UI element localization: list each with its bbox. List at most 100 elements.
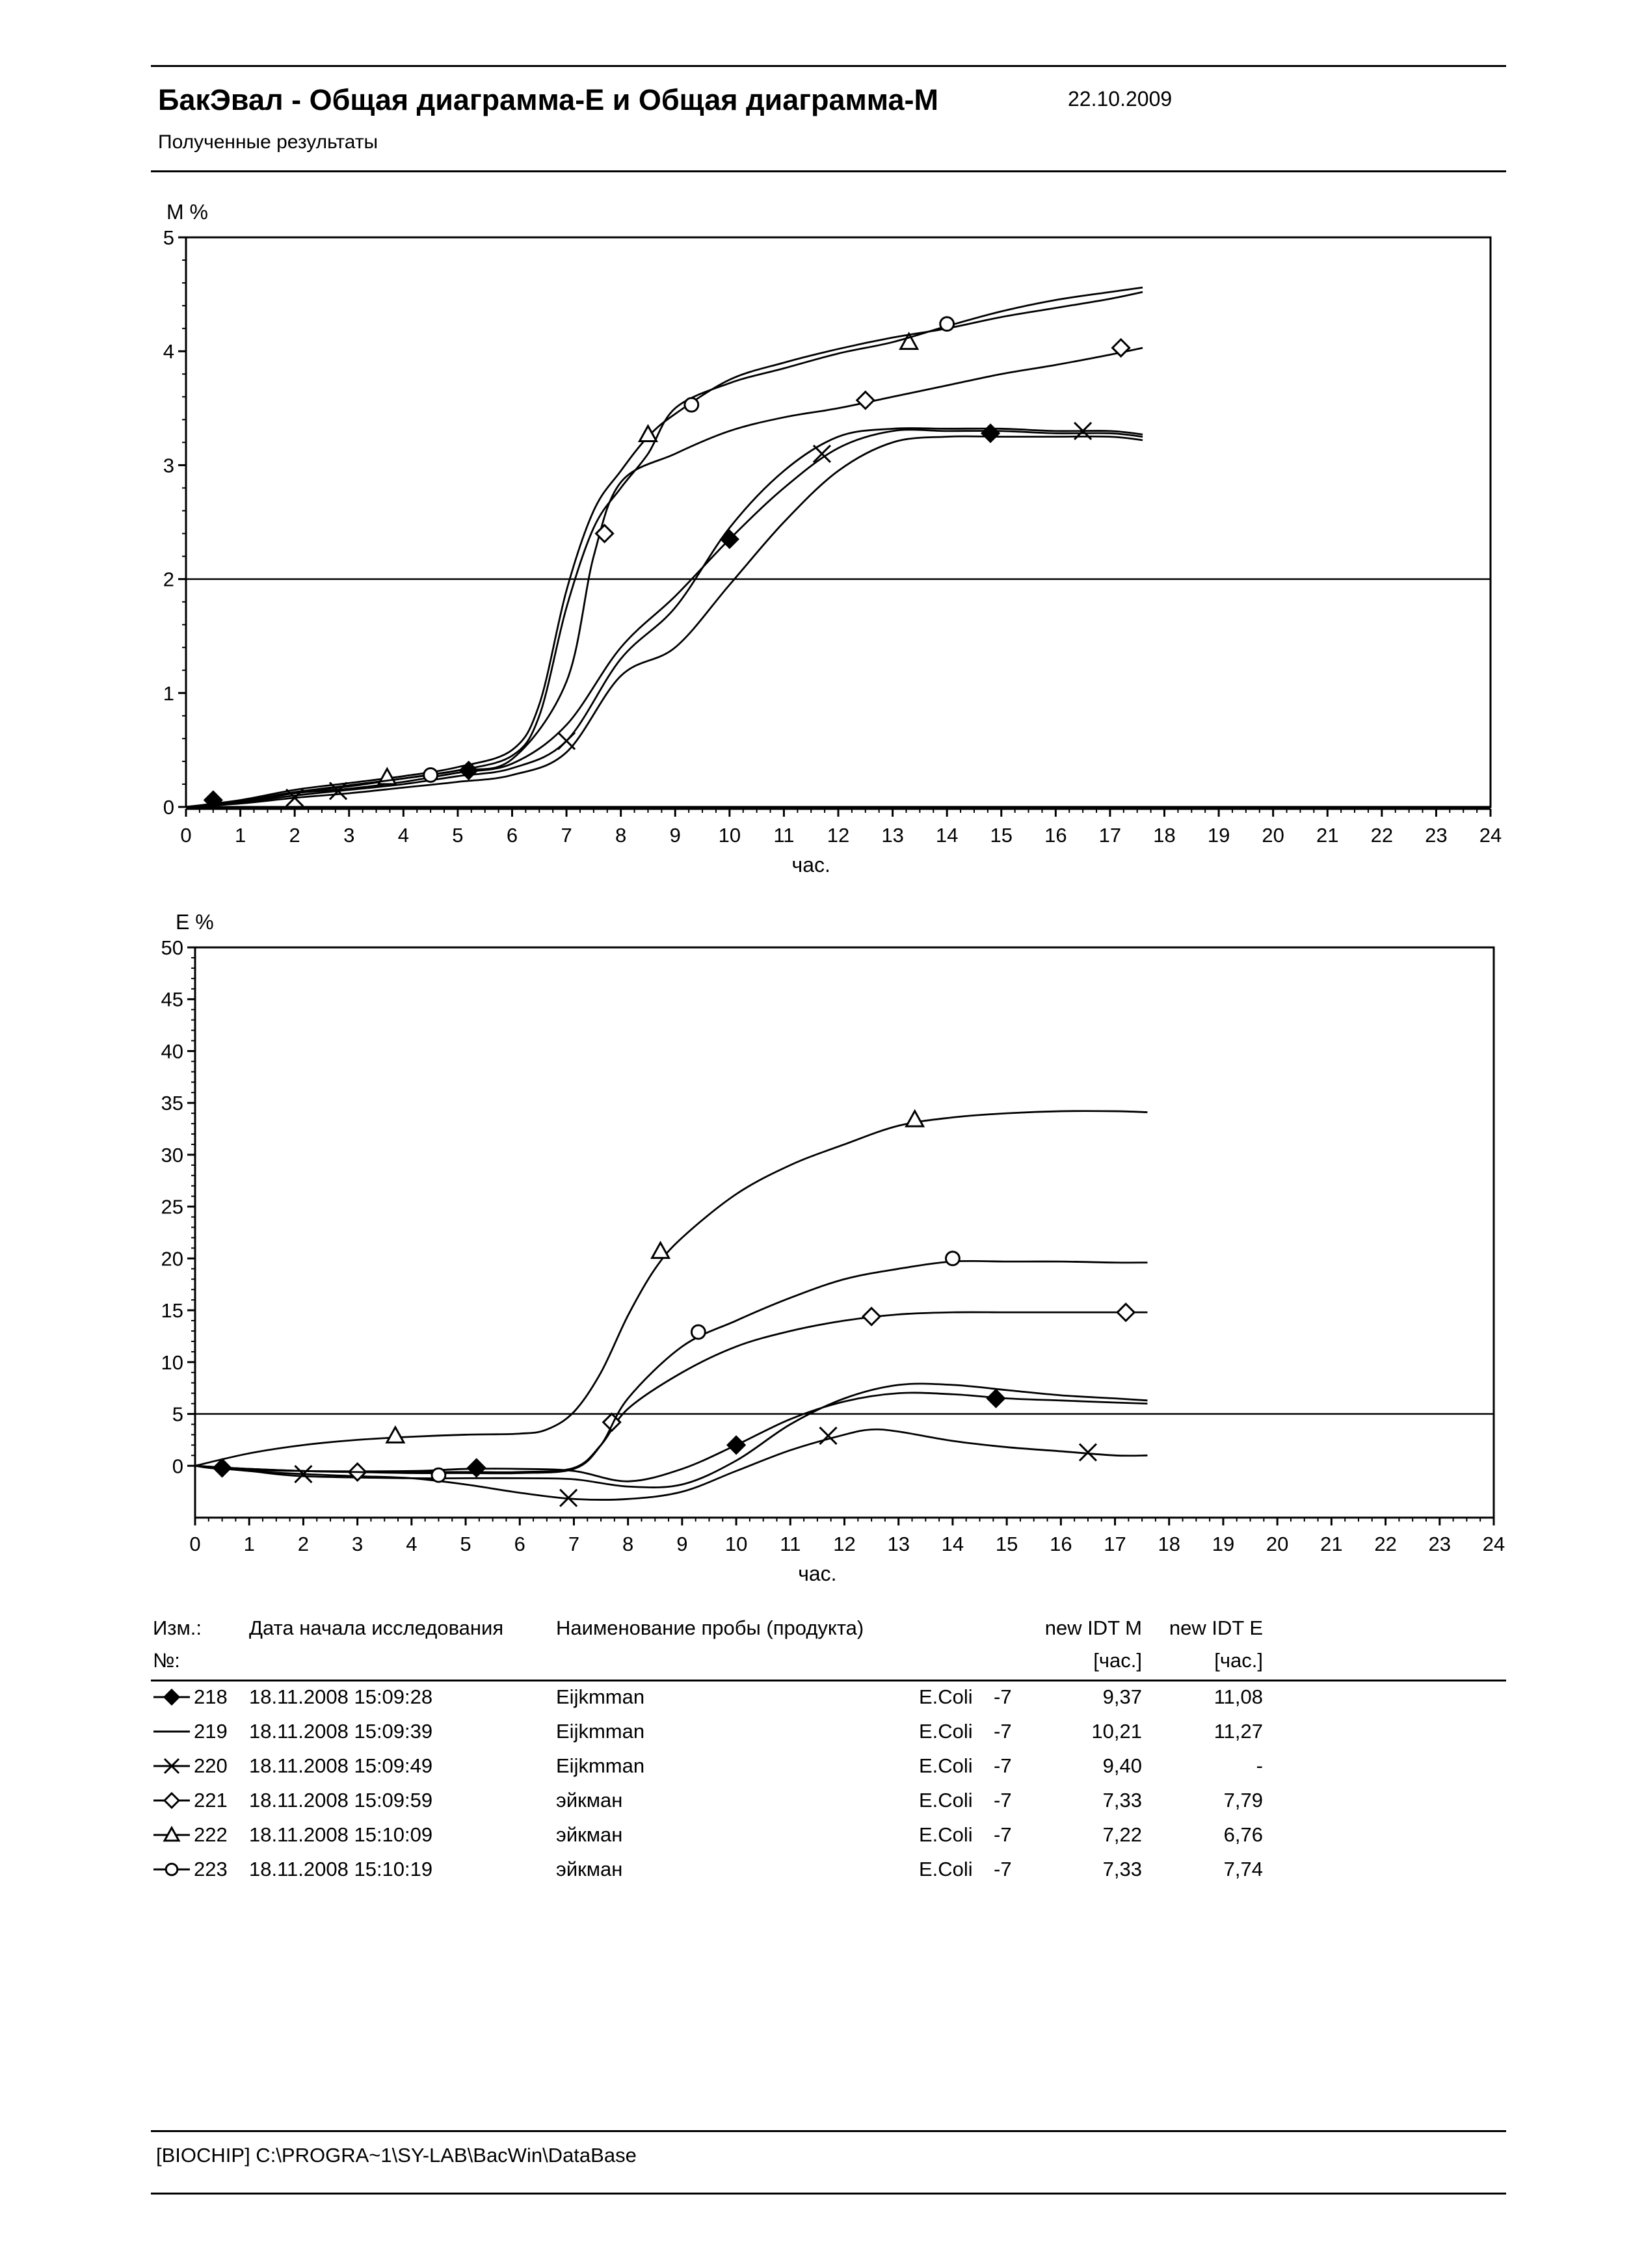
legend-marker	[165, 1862, 179, 1877]
row-legend-icon	[153, 1758, 190, 1774]
m-series-219	[185, 435, 1143, 808]
row-date: 18.11.2008 15:09:49	[249, 1754, 433, 1777]
row-idt-e: -	[1256, 1754, 1263, 1777]
legend-marker	[163, 1791, 181, 1810]
m-y-axis-label: M %	[166, 200, 208, 224]
row-num: 223	[194, 1858, 228, 1880]
top-rule	[151, 65, 1506, 67]
e-x-tick-label: 3	[352, 1533, 363, 1555]
m-x-tick-label: 16	[1044, 824, 1067, 847]
e-marker-221	[602, 1412, 622, 1432]
m-x-tick-label: 13	[881, 824, 903, 847]
m-series-line-223	[185, 286, 1143, 808]
row-organism: E.Coli	[919, 1720, 973, 1743]
e-y-tick-label: 25	[161, 1196, 183, 1219]
e-marker-221	[1116, 1302, 1136, 1323]
m-x-tick-label: 8	[615, 824, 626, 847]
e-series-218	[194, 1388, 1148, 1483]
e-series-line-222	[194, 1110, 1148, 1467]
row-idt-e: 6,76	[1223, 1823, 1263, 1846]
m-x-tick-label: 12	[827, 824, 849, 847]
m-y-tick-label: 4	[163, 340, 174, 363]
row-num: 220	[194, 1754, 228, 1777]
e-marker-222	[385, 1425, 406, 1444]
row-num: 222	[194, 1823, 228, 1846]
row-date: 18.11.2008 15:09:59	[249, 1789, 433, 1812]
e-series-219	[194, 1382, 1148, 1488]
m-x-tick-label: 10	[719, 824, 741, 847]
e-x-tick-label: 8	[622, 1533, 633, 1555]
m-x-tick-label: 7	[561, 824, 572, 847]
row-date: 18.11.2008 15:09:39	[249, 1720, 433, 1743]
m-marker-223	[939, 316, 955, 332]
m-marker-221	[1111, 337, 1131, 358]
row-exp: -7	[994, 1858, 1012, 1880]
e-y-tick-label: 15	[161, 1299, 183, 1322]
e-y-tick-label: 45	[161, 988, 183, 1011]
row-name: эйкман	[556, 1858, 623, 1880]
row-legend-icon	[153, 1688, 190, 1706]
m-marker-220	[1074, 421, 1093, 440]
e-x-tick-label: 10	[725, 1533, 747, 1555]
table-header-rule	[151, 1680, 1506, 1681]
m-x-tick-label: 17	[1099, 824, 1121, 847]
row-num: 221	[194, 1789, 228, 1812]
row-name: эйкман	[556, 1823, 623, 1846]
th-idt-m: new IDT M	[1044, 1616, 1142, 1639]
m-marker-223	[683, 397, 700, 413]
m-x-tick-label: 24	[1479, 824, 1502, 847]
m-marker-222	[899, 332, 920, 350]
row-name: эйкман	[556, 1789, 623, 1812]
e-marker-223	[690, 1324, 706, 1340]
m-series-223	[185, 286, 1143, 808]
row-legend-icon	[153, 1730, 190, 1733]
th-num-line1: Изм.:	[153, 1616, 202, 1639]
th-date: Дата начала исследования	[249, 1616, 504, 1639]
m-x-tick-label: 15	[990, 824, 1013, 847]
th-name: Наименование пробы (продукта)	[556, 1616, 864, 1639]
m-x-tick-label: 23	[1425, 824, 1447, 847]
e-x-tick-label: 23	[1429, 1533, 1451, 1555]
m-series-line-221	[185, 347, 1143, 808]
e-marker-220	[559, 1488, 578, 1507]
row-name: Eijkmman	[556, 1754, 645, 1777]
row-idt-m: 7,33	[1102, 1789, 1142, 1812]
e-x-tick-label: 9	[676, 1533, 687, 1555]
m-x-tick-label: 14	[936, 824, 958, 847]
m-marker-221	[594, 523, 615, 544]
e-marker-222	[650, 1241, 671, 1259]
m-series-line-220	[185, 427, 1143, 808]
e-x-axis-label: час.	[798, 1562, 836, 1585]
e-marker-222	[905, 1109, 925, 1127]
row-date: 18.11.2008 15:10:19	[249, 1858, 433, 1880]
e-y-tick-label: 5	[172, 1403, 183, 1426]
e-x-tick-label: 1	[244, 1533, 255, 1555]
e-x-tick-label: 11	[780, 1533, 801, 1555]
m-x-tick-label: 3	[343, 824, 354, 847]
m-marker-223	[423, 767, 439, 783]
m-x-tick-label: 0	[180, 824, 191, 847]
m-y-tick-label: 1	[163, 682, 174, 705]
e-y-tick-label: 40	[161, 1040, 183, 1062]
th-num-line2: №:	[153, 1649, 180, 1672]
m-x-tick-label: 6	[507, 824, 518, 847]
m-x-tick-label: 9	[670, 824, 681, 847]
m-x-tick-label: 21	[1316, 824, 1338, 847]
row-name: Eijkmman	[556, 1685, 645, 1708]
th-idt-e: new IDT E	[1169, 1616, 1263, 1639]
row-num: 219	[194, 1720, 228, 1743]
e-marker-223	[945, 1250, 961, 1267]
m-x-tick-label: 11	[773, 824, 794, 847]
m-y-tick-label: 2	[163, 568, 174, 591]
row-exp: -7	[994, 1720, 1012, 1743]
e-series-line-221	[194, 1311, 1148, 1473]
footer-path: [BIOCHIP] C:\PROGRA~1\SY-LAB\BacWin\Data…	[156, 2144, 637, 2167]
row-organism: E.Coli	[919, 1823, 973, 1846]
e-series-222	[194, 1109, 1148, 1467]
row-idt-e: 7,74	[1223, 1858, 1263, 1880]
row-date: 18.11.2008 15:10:09	[249, 1823, 433, 1846]
m-series-line-222	[185, 291, 1143, 808]
m-y-tick-label: 5	[163, 226, 174, 249]
row-legend-icon	[153, 1862, 190, 1877]
